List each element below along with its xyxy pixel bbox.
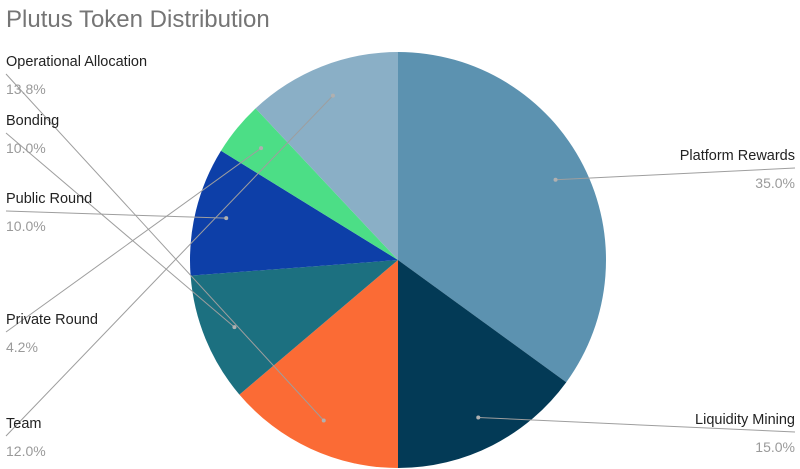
- slice-label-liquidity-mining: Liquidity Mining: [695, 412, 795, 428]
- leader-line-bonding: [5, 132, 235, 328]
- leader-dot-public-round: [224, 216, 229, 221]
- leader-line-operational-allocation: [5, 73, 325, 421]
- pie-slice-public-round: [189, 150, 398, 276]
- pie-slice-team: [255, 52, 398, 260]
- slice-label-operational-allocation: Operational Allocation: [6, 54, 147, 70]
- leader-dot-team: [330, 93, 335, 98]
- leader-dot-bonding: [232, 325, 237, 330]
- pie-slice-operational-allocation: [239, 260, 398, 468]
- leader-line-team: [5, 95, 334, 437]
- slice-value-platform-rewards: 35.0%: [755, 175, 795, 191]
- leader-dot-operational-allocation: [321, 418, 326, 423]
- slice-label-bonding: Bonding: [6, 113, 59, 129]
- slice-value-private-round: 4.2%: [6, 339, 38, 355]
- slice-value-team: 12.0%: [6, 443, 46, 459]
- pie-slices: [189, 52, 606, 468]
- pie-slice-platform-rewards: [398, 52, 606, 383]
- leader-lines: [5, 73, 796, 437]
- leader-dot-liquidity-mining: [476, 415, 481, 420]
- leader-line-public-round: [5, 210, 227, 219]
- slice-value-bonding: 10.0%: [6, 140, 46, 156]
- slice-labels: Platform Rewards 35.0% Liquidity Mining 15.…: [6, 54, 795, 459]
- pie-slice-private-round: [220, 108, 398, 260]
- leader-dot-private-round: [259, 146, 264, 151]
- slice-label-team: Team: [6, 416, 41, 432]
- leader-dot-platform-rewards: [553, 177, 558, 182]
- slice-value-operational-allocation: 13.8%: [6, 81, 46, 97]
- pie-slice-bonding: [190, 260, 398, 395]
- chart-title: Plutus Token Distribution: [6, 6, 270, 33]
- slice-label-platform-rewards: Platform Rewards: [680, 148, 795, 164]
- pie-slice-liquidity-mining: [398, 260, 567, 468]
- leader-line-liquidity-mining: [478, 417, 796, 433]
- leader-line-platform-rewards: [555, 167, 796, 181]
- slice-value-public-round: 10.0%: [6, 218, 46, 234]
- slice-value-liquidity-mining: 15.0%: [755, 439, 795, 455]
- leader-line-private-round: [5, 147, 262, 333]
- slice-label-private-round: Private Round: [6, 312, 98, 328]
- slice-label-public-round: Public Round: [6, 191, 92, 207]
